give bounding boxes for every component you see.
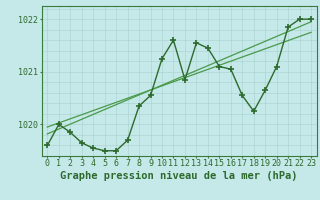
X-axis label: Graphe pression niveau de la mer (hPa): Graphe pression niveau de la mer (hPa)	[60, 171, 298, 181]
